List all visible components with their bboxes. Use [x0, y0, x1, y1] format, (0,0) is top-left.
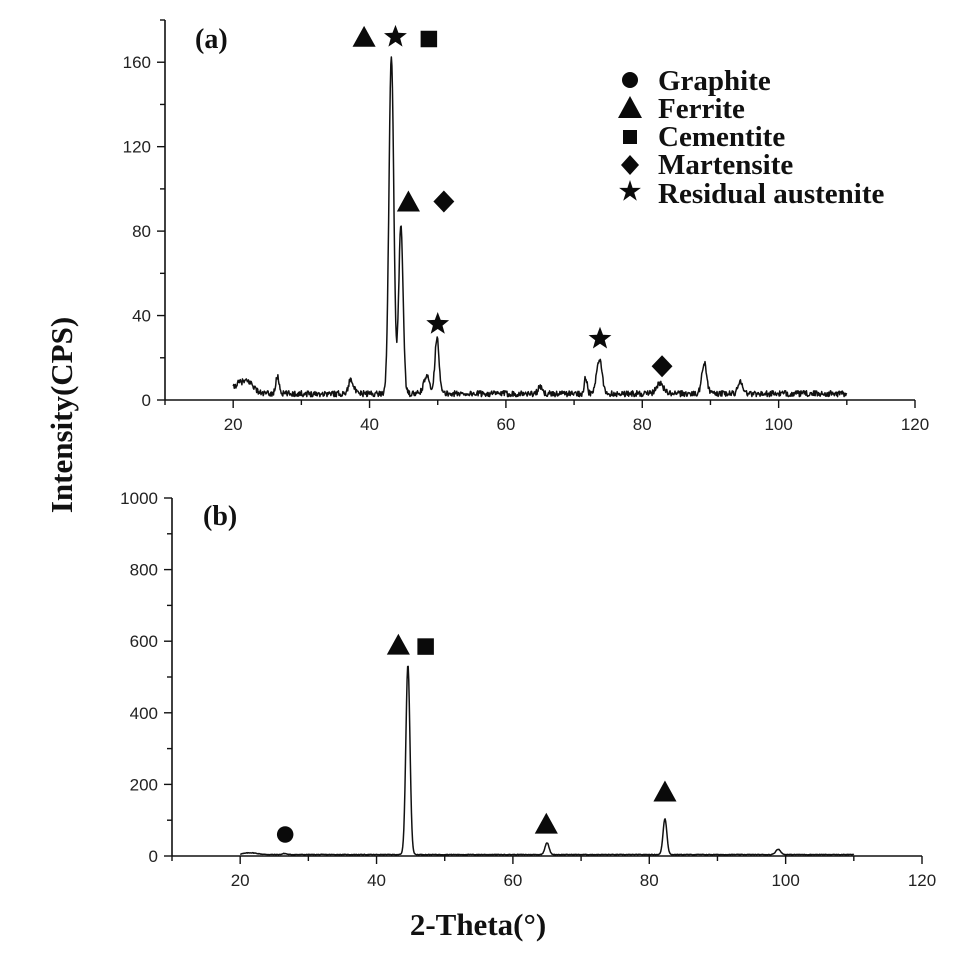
x-tick-label: 20 [224, 415, 243, 434]
panel-a-x-ticks: 20 40 60 80 100 120 [164, 400, 929, 434]
triangle-marker [352, 25, 376, 47]
panel-b-x-ticks: 20 40 60 80 100 120 [171, 856, 936, 890]
star-marker [588, 326, 612, 349]
legend: Graphite Ferrite Cementite Martensite Re… [618, 65, 885, 210]
legend-circle-marker [622, 72, 638, 88]
panel-a-diffraction-trace [232, 56, 848, 398]
x-tick-label: 40 [367, 871, 386, 890]
x-tick-label: 80 [633, 415, 652, 434]
y-tick-label: 600 [130, 632, 158, 651]
star-marker [426, 312, 450, 334]
y-tick-label: 0 [149, 847, 158, 866]
y-tick-label: 0 [142, 391, 151, 410]
legend-entry-residual-austenite: Residual austenite [619, 178, 885, 210]
diamond-marker [433, 190, 455, 213]
x-tick-label: 120 [908, 871, 936, 890]
y-axis-title: Intensity(CPS) [44, 317, 79, 513]
x-tick-label: 40 [360, 415, 379, 434]
triangle-marker [386, 633, 410, 655]
square-marker [420, 30, 438, 48]
legend-square-marker [623, 130, 637, 144]
x-tick-label: 80 [640, 871, 659, 890]
square-marker [417, 638, 434, 655]
legend-label-residual-austenite: Residual austenite [658, 178, 885, 210]
legend-triangle-marker [618, 96, 642, 118]
triangle-marker [534, 812, 558, 834]
y-tick-label: 40 [132, 307, 151, 326]
legend-entry-ferrite: Ferrite [618, 93, 745, 125]
y-tick-label: 120 [123, 138, 151, 157]
panel-b-y-ticks: 0 200 400 600 800 1000 [120, 489, 172, 866]
legend-entry-martensite: Martensite [621, 149, 793, 181]
legend-label-ferrite: Ferrite [658, 93, 745, 125]
y-tick-label: 400 [130, 704, 158, 723]
star-marker [384, 24, 407, 47]
panel-b-phase-markers [276, 633, 677, 843]
panel-b-label: (b) [203, 501, 237, 532]
panel-a-y-ticks: 0 40 80 120 160 [123, 19, 165, 410]
x-tick-label: 60 [496, 415, 515, 434]
x-tick-label: 60 [503, 871, 522, 890]
x-tick-label: 120 [901, 415, 929, 434]
x-tick-label: 100 [771, 871, 799, 890]
panel-b-diffraction-trace [239, 665, 855, 856]
legend-entry-cementite: Cementite [623, 121, 785, 153]
triangle-marker [653, 780, 677, 802]
y-tick-label: 80 [132, 222, 151, 241]
legend-label-graphite: Graphite [658, 65, 771, 97]
panel-b: (b) 20 40 60 80 100 120 0 200 400 600 800 1000 [120, 489, 936, 890]
diamond-marker [651, 355, 673, 378]
triangle-marker [396, 190, 420, 212]
legend-entry-graphite: Graphite [622, 65, 771, 97]
x-tick-label: 100 [764, 415, 792, 434]
y-tick-label: 160 [123, 53, 151, 72]
panel-a: (a) 20 40 60 80 100 120 0 40 80 120 160 [123, 19, 929, 434]
legend-diamond-marker [621, 155, 639, 175]
panel-a-label: (a) [195, 24, 228, 55]
x-tick-label: 20 [231, 871, 250, 890]
y-tick-label: 1000 [120, 489, 158, 508]
legend-label-martensite: Martensite [658, 149, 793, 181]
y-tick-label: 800 [130, 561, 158, 580]
legend-star-marker [619, 180, 641, 201]
x-axis-title: 2-Theta(°) [410, 907, 546, 942]
legend-label-cementite: Cementite [658, 121, 785, 153]
panel-a-phase-markers [352, 24, 673, 378]
circle-marker [276, 826, 294, 843]
y-tick-label: 200 [130, 775, 158, 794]
